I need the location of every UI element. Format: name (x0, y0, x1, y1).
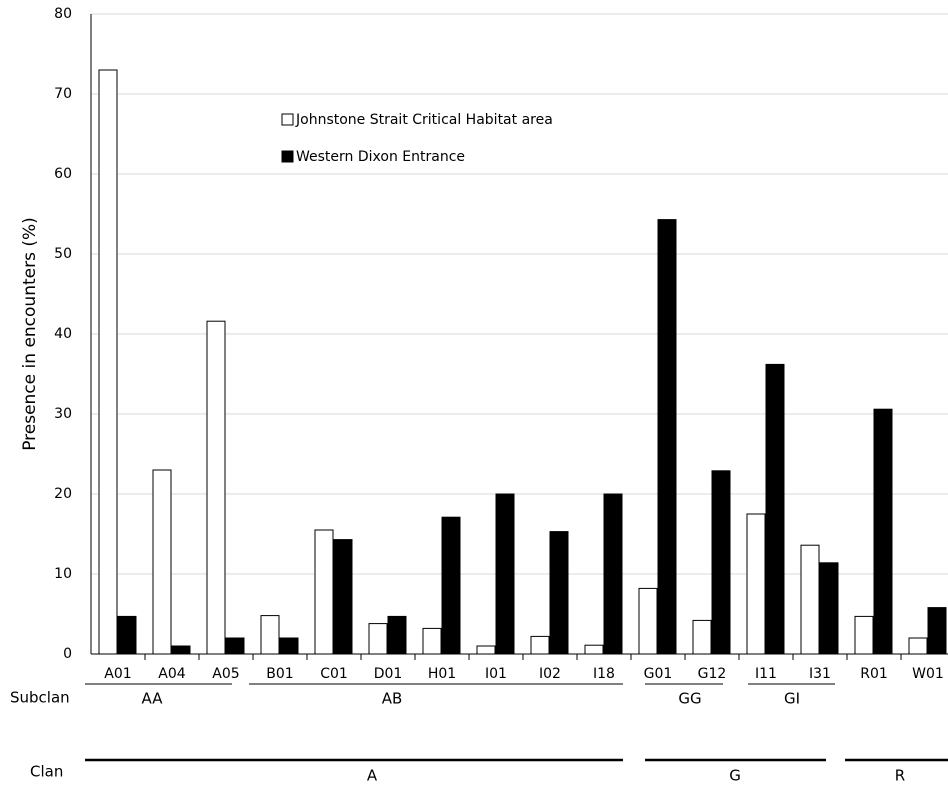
subclan-label: AA (142, 690, 164, 708)
subclan-title: Subclan (10, 689, 70, 707)
bar (422, 627, 442, 655)
bar (711, 470, 731, 655)
bar (98, 69, 118, 655)
subclan-label: GG (678, 690, 701, 708)
bar (873, 408, 893, 655)
y-tick-label: 80 (54, 6, 72, 22)
bar (152, 469, 172, 655)
bar (584, 644, 604, 655)
bar (746, 513, 766, 655)
clan-label: R (895, 767, 905, 785)
y-axis-label: Presence in encounters (%) (20, 217, 40, 451)
bar (800, 544, 820, 655)
bar (495, 493, 515, 655)
bar (387, 615, 407, 655)
y-tick-label: 40 (54, 326, 72, 342)
x-tick-label: G12 (698, 666, 727, 682)
x-tick-label: A05 (212, 666, 239, 682)
legend-label: Johnstone Strait Critical Habitat area (295, 112, 553, 128)
x-tick-label: H01 (428, 666, 456, 682)
legend-swatch (281, 150, 294, 163)
bar (638, 587, 658, 655)
x-tick-label: W01 (912, 666, 944, 682)
bar (692, 619, 712, 655)
x-tick-label: A01 (104, 666, 131, 682)
x-tick-label: D01 (374, 666, 403, 682)
bar (314, 529, 334, 655)
y-tick-label: 70 (54, 86, 72, 102)
bar (765, 363, 785, 655)
subclan-label: AB (382, 690, 403, 708)
bar (530, 635, 550, 655)
bar (368, 623, 388, 655)
bar (117, 615, 137, 655)
x-tick-label: B01 (266, 666, 293, 682)
x-tick-label: A04 (158, 666, 185, 682)
x-tick-label: R01 (860, 666, 888, 682)
bar (927, 607, 947, 655)
legend-swatch (281, 113, 294, 126)
bar (854, 615, 874, 655)
y-tick-label: 0 (63, 646, 72, 662)
clan-title: Clan (30, 763, 63, 781)
y-tick-label: 50 (54, 246, 72, 262)
clan-label: G (729, 767, 741, 785)
bar (206, 320, 226, 655)
y-tick-label: 30 (54, 406, 72, 422)
x-tick-label: I31 (809, 666, 831, 682)
clan-label: A (367, 767, 378, 785)
x-tick-label: I11 (755, 666, 777, 682)
x-tick-label: I02 (539, 666, 561, 682)
subclan-label: GI (784, 690, 800, 708)
bar (260, 615, 280, 655)
bar (657, 219, 677, 655)
x-tick-label: I01 (485, 666, 507, 682)
bar (441, 516, 461, 655)
x-tick-label: C01 (320, 666, 348, 682)
x-tick-label: I18 (593, 666, 615, 682)
x-tick-label: G01 (644, 666, 673, 682)
bar (333, 539, 353, 655)
bar (603, 493, 623, 655)
legend-label: Western Dixon Entrance (296, 149, 465, 165)
bar (225, 637, 245, 655)
y-tick-label: 20 (54, 486, 72, 502)
bar (279, 637, 299, 655)
y-tick-label: 10 (54, 566, 72, 582)
bar (819, 562, 839, 655)
y-tick-label: 60 (54, 166, 72, 182)
bar (171, 645, 191, 655)
bar (549, 531, 569, 655)
bar (476, 645, 496, 655)
bar (908, 637, 928, 655)
